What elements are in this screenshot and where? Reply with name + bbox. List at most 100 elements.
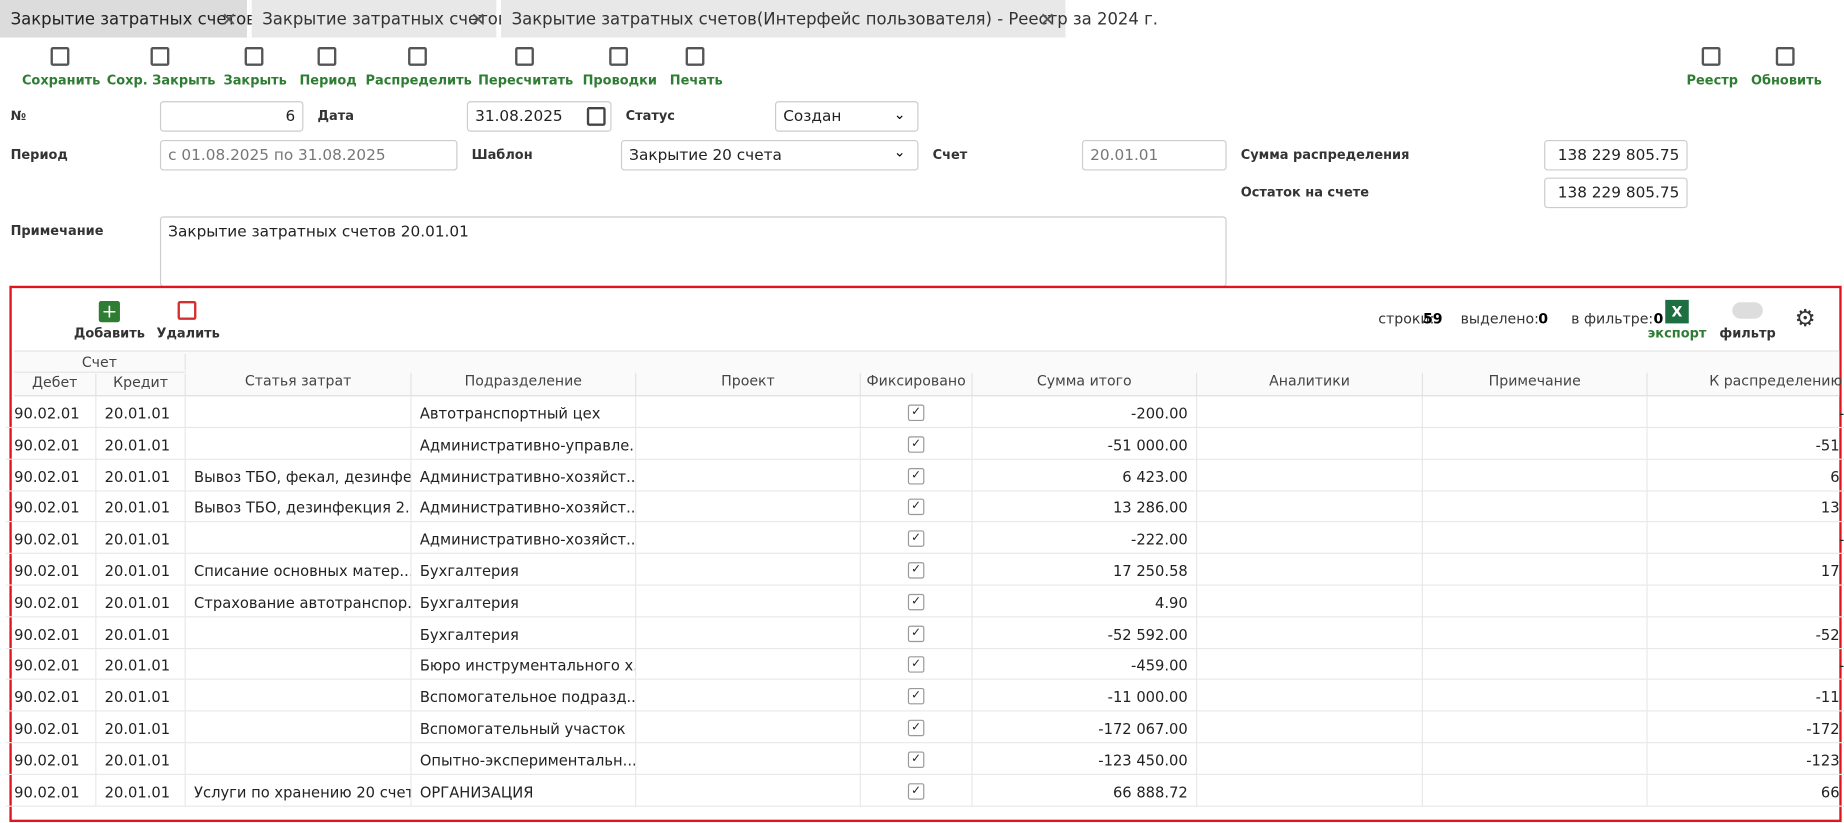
column-header[interactable]: Кредит xyxy=(96,373,186,396)
cell: 90.02.01 xyxy=(5,522,97,555)
toolbar-button[interactable]: Сохранить xyxy=(21,72,101,89)
checkbox[interactable]: ✓ xyxy=(907,656,925,674)
checkbox[interactable]: ✓ xyxy=(907,436,925,453)
checkbox[interactable]: ✓ xyxy=(907,499,925,516)
cell: Вспомогательное подразд... xyxy=(411,679,637,712)
filter-label[interactable]: фильтр xyxy=(1719,325,1776,342)
cell: 20.01.01 xyxy=(96,459,186,492)
cell xyxy=(185,648,412,681)
toolbar-button[interactable]: Обновить xyxy=(1750,72,1822,89)
dropdown-arrow: ⌄ xyxy=(893,105,906,123)
tab-close[interactable]: ✕ xyxy=(470,8,487,31)
field-input[interactable]: Закрытие 20 счета xyxy=(620,139,919,171)
toolbar-button[interactable]: Печать xyxy=(669,72,723,89)
checkbox[interactable]: ✓ xyxy=(907,562,925,579)
toolbar-button[interactable]: Распределить xyxy=(365,72,472,89)
cell: 90.02.01 xyxy=(5,553,97,586)
cell xyxy=(185,679,412,712)
tab[interactable]: Закрытие затратных счетов xyxy=(251,0,508,38)
toolbar-button[interactable]: Сохр. Закрыть xyxy=(106,72,216,89)
cell xyxy=(185,396,412,429)
cell xyxy=(1422,585,1648,618)
icon xyxy=(408,47,427,66)
checkbox[interactable]: ✓ xyxy=(907,719,925,737)
checkbox[interactable]: ✓ xyxy=(907,751,925,768)
checkbox[interactable]: ✓ xyxy=(907,625,925,642)
cell xyxy=(636,427,861,460)
cell xyxy=(1422,553,1648,586)
cell: ✓ xyxy=(860,743,973,775)
tab[interactable]: Закрытие затратных счетов(Интерфейс поль… xyxy=(500,0,1158,38)
cell: ✓ xyxy=(860,711,973,744)
icon xyxy=(1775,47,1795,66)
column-header[interactable]: Подразделение xyxy=(412,372,637,396)
export-button[interactable]: экспорт xyxy=(1647,325,1707,342)
toolbar-button[interactable]: Период xyxy=(299,72,357,89)
toolbar-button[interactable]: Реестр xyxy=(1686,72,1739,89)
grid-action[interactable]: Добавить xyxy=(73,325,145,342)
column-header[interactable]: Фиксировано xyxy=(861,372,973,396)
checkbox[interactable]: ✓ xyxy=(907,782,925,800)
toolbar-button[interactable]: Пересчитать xyxy=(478,72,574,89)
stat-value: 0 xyxy=(1653,310,1664,327)
cell: 90.02.01 xyxy=(5,427,97,460)
group-line xyxy=(14,371,186,373)
cell: ✓ xyxy=(860,490,973,523)
field-label: Сумма распределения xyxy=(1240,147,1410,163)
checkbox[interactable]: ✓ xyxy=(907,467,925,485)
column-header[interactable]: Статья затрат xyxy=(186,372,412,396)
cell: 20.01.01 xyxy=(96,427,186,460)
column-header[interactable]: Примечание xyxy=(1423,372,1648,396)
checkbox[interactable]: ✓ xyxy=(907,688,925,705)
filter-toggle[interactable] xyxy=(1732,302,1763,319)
cell: 90.02.01 xyxy=(5,459,97,492)
cell xyxy=(185,743,412,775)
toolbar-button[interactable]: Проводки xyxy=(582,72,657,89)
group-header: Счет xyxy=(14,353,186,371)
toolbar-button[interactable]: Закрыть xyxy=(223,72,287,89)
column-header[interactable]: К распределению xyxy=(1648,373,1844,395)
grid-action[interactable]: Удалить xyxy=(156,325,220,342)
column-header[interactable]: Проект xyxy=(636,372,861,396)
cell: Вспомогательный участок xyxy=(411,711,637,744)
stat-label: в фильтре: xyxy=(1571,310,1654,327)
settings[interactable]: ⚙ xyxy=(1794,303,1816,332)
field-input[interactable]: 20.01.01 xyxy=(1081,139,1227,171)
cell: Автотранспортный цех xyxy=(411,396,637,429)
cell xyxy=(1197,585,1423,618)
cell: 20.01.01 xyxy=(96,711,186,744)
checkbox[interactable]: ✓ xyxy=(907,404,925,422)
cell xyxy=(636,459,861,492)
checkbox[interactable]: ✓ xyxy=(907,593,925,611)
tab[interactable]: Закрытие затратных счетов xyxy=(0,0,256,38)
cell: -459.00 xyxy=(972,648,1198,681)
cell: 90.02.01 xyxy=(5,490,97,523)
field-input[interactable]: 138 229 805.75 xyxy=(1544,177,1688,209)
cell xyxy=(636,490,861,523)
field-label: Остаток на счете xyxy=(1240,184,1370,200)
cell: 90.02.01 xyxy=(5,585,97,618)
field-input[interactable]: Создан xyxy=(774,101,919,132)
cell xyxy=(1197,743,1423,775)
field-input[interactable]: с 01.08.2025 по 31.08.2025 xyxy=(159,139,458,171)
cell: ✓ xyxy=(860,427,973,460)
column-header[interactable]: Сумма итого xyxy=(973,372,1198,396)
icon xyxy=(244,47,264,66)
icon xyxy=(150,47,170,66)
field-input[interactable]: Закрытие затратных счетов 20.01.01 xyxy=(159,216,1227,287)
cell: 20.01.01 xyxy=(96,616,186,649)
cell: Административно-хозяйст... xyxy=(411,490,637,523)
field-input[interactable]: 138 229 805.75 xyxy=(1544,139,1688,171)
checkbox[interactable]: ✓ xyxy=(907,530,925,548)
column-header[interactable]: Аналитики xyxy=(1197,372,1423,396)
cell xyxy=(636,679,861,712)
field-label: № xyxy=(10,108,27,124)
cell: -200.00 xyxy=(1647,396,1844,429)
tab-close[interactable]: ✕ xyxy=(221,8,237,31)
cell: -51 000.00 xyxy=(972,427,1198,460)
cell: 66 888.72 xyxy=(1647,775,1844,807)
column-header[interactable]: Дебет xyxy=(14,373,97,396)
tab-close[interactable]: ✕ xyxy=(1039,8,1056,31)
field-input[interactable]: 6 xyxy=(159,101,304,132)
